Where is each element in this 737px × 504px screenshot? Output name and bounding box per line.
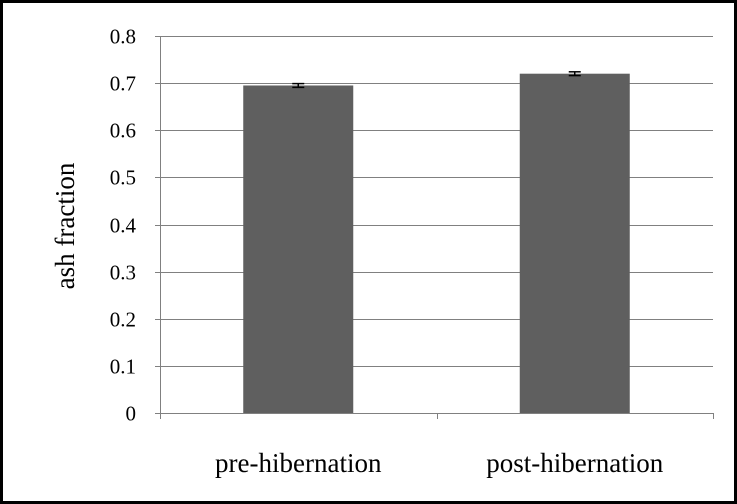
y-tick-label: 0.8 — [110, 25, 136, 49]
bar-post-hibernation — [519, 73, 630, 413]
axes — [155, 36, 714, 419]
y-tick-label: 0.2 — [110, 308, 136, 332]
error-bars — [292, 71, 581, 89]
gridlines — [160, 36, 713, 367]
bar-pre-hibernation — [243, 85, 354, 413]
y-tick-label: 0.6 — [110, 119, 136, 143]
x-category-labels: pre-hibernation post-hibernation — [215, 448, 664, 478]
x-category-label: post-hibernation — [486, 448, 663, 478]
y-tick-label: 0.4 — [110, 214, 137, 238]
x-category-label: pre-hibernation — [215, 448, 382, 478]
y-tick-label: 0.7 — [110, 72, 136, 96]
y-tick-label: 0.1 — [110, 355, 136, 379]
y-tick-label: 0 — [126, 402, 137, 426]
y-tick-labels: 0 0.1 0.2 0.3 0.4 0.5 0.6 0.7 0.8 — [110, 25, 137, 426]
bars — [243, 73, 630, 413]
y-axis-label: ash fraction — [50, 162, 80, 289]
y-tick-label: 0.3 — [110, 261, 136, 285]
y-tick-label: 0.5 — [110, 166, 136, 190]
